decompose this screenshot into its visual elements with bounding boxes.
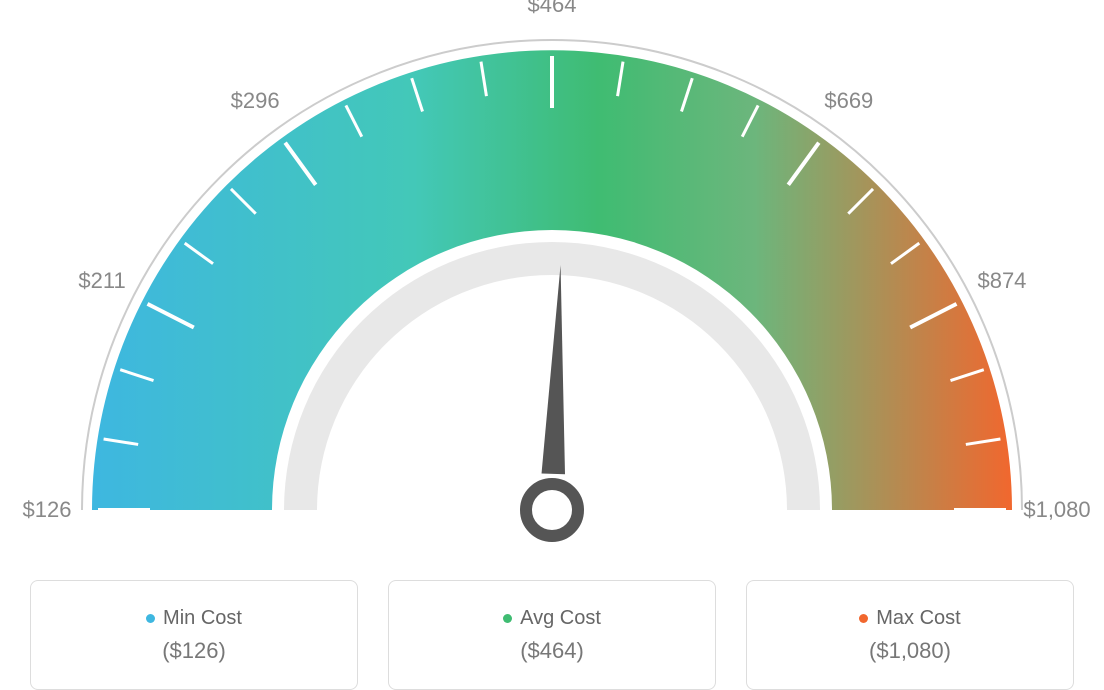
legend-min-value: ($126) — [162, 638, 226, 664]
dot-icon — [859, 614, 868, 623]
scale-label: $464 — [528, 0, 577, 18]
legend-avg-label-row: Avg Cost — [503, 607, 601, 630]
gauge-area: $126 $211 $296 $464 $669 $874 $1,080 — [0, 0, 1104, 560]
legend-avg-label: Avg Cost — [520, 607, 601, 630]
legend: Min Cost ($126) Avg Cost ($464) Max Cost… — [0, 580, 1104, 690]
legend-avg: Avg Cost ($464) — [388, 580, 716, 690]
legend-min-label-row: Min Cost — [146, 607, 242, 630]
scale-label: $1,080 — [1023, 497, 1090, 523]
scale-label: $669 — [824, 88, 873, 114]
scale-label: $296 — [231, 88, 280, 114]
legend-max-label: Max Cost — [876, 607, 960, 630]
legend-min: Min Cost ($126) — [30, 580, 358, 690]
gauge-svg — [0, 0, 1104, 560]
legend-max: Max Cost ($1,080) — [746, 580, 1074, 690]
legend-min-label: Min Cost — [163, 607, 242, 630]
scale-label: $874 — [977, 268, 1026, 294]
dot-icon — [146, 614, 155, 623]
dot-icon — [503, 614, 512, 623]
legend-avg-value: ($464) — [520, 638, 584, 664]
scale-label: $126 — [23, 497, 72, 523]
legend-max-value: ($1,080) — [869, 638, 951, 664]
legend-max-label-row: Max Cost — [859, 607, 960, 630]
scale-label: $211 — [78, 268, 125, 294]
cost-gauge-chart: $126 $211 $296 $464 $669 $874 $1,080 Min Cost … — [0, 0, 1104, 690]
